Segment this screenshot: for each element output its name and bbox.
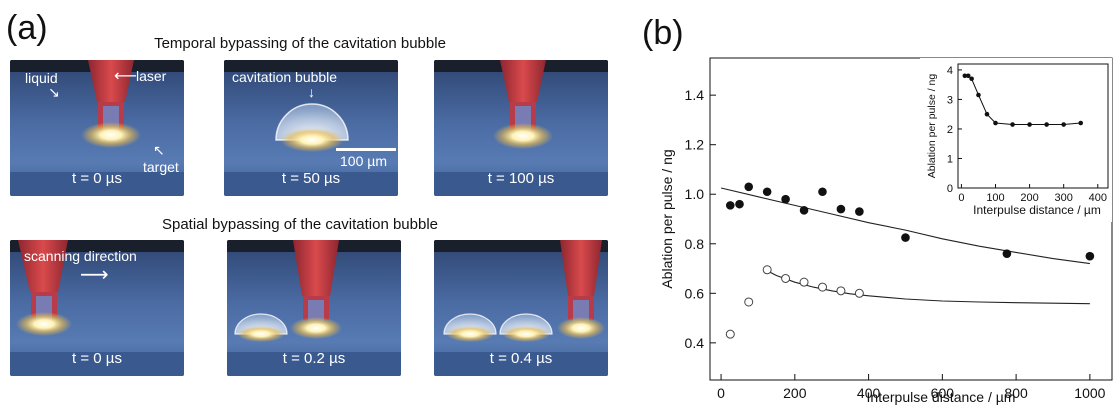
x-tick-label: 400 bbox=[857, 385, 881, 401]
inset-point bbox=[1078, 120, 1084, 126]
fit-curve-1 bbox=[720, 187, 1090, 265]
inset-y-tick-label: 2 bbox=[947, 124, 953, 136]
filled-point bbox=[1002, 249, 1012, 258]
open-point bbox=[762, 265, 772, 275]
temporal-time-0: t = 0 µs bbox=[72, 170, 122, 187]
inset-x-axis-label: Interpulse distance / µm bbox=[973, 203, 1101, 217]
inset-point bbox=[984, 111, 990, 117]
inset-plot-frame bbox=[957, 63, 1109, 189]
open-point bbox=[817, 282, 827, 292]
spatial-time-1: t = 0.2 µs bbox=[282, 350, 346, 367]
laser-label: laser bbox=[136, 68, 167, 84]
filled-point bbox=[735, 199, 744, 209]
inset-point bbox=[962, 73, 968, 79]
filled-point bbox=[855, 207, 864, 216]
inset-point bbox=[1027, 122, 1032, 127]
scanning-direction-label: scanning direction bbox=[24, 248, 137, 264]
filled-point bbox=[744, 182, 754, 192]
inset-y-axis-label: Ablation per pulse / ng bbox=[926, 74, 938, 179]
filled-point bbox=[781, 194, 790, 204]
filled-point bbox=[799, 206, 809, 215]
spatial-frame-t02: t = 0.2 µs bbox=[227, 240, 401, 376]
x-tick-label: 600 bbox=[931, 385, 955, 401]
spatial-title: Spatial bypassing of the cavitation bubb… bbox=[161, 216, 439, 233]
arrow-scan-icon: ⟶ bbox=[80, 264, 109, 286]
filled-point bbox=[818, 187, 827, 197]
x-tick-label: 200 bbox=[783, 385, 807, 401]
main-fit-curves bbox=[720, 187, 1090, 305]
x-tick-label: 1000 bbox=[1074, 385, 1105, 401]
scale-bar-label: 100 µm bbox=[340, 153, 387, 169]
inset-point bbox=[969, 76, 974, 82]
arrow-laser-icon: ⟵ bbox=[114, 68, 137, 85]
x-tick-label: 800 bbox=[1004, 385, 1028, 401]
inset-x-tick-label: 400 bbox=[1089, 192, 1107, 204]
open-point bbox=[781, 273, 791, 283]
inset-y-tick-label: 0 bbox=[947, 183, 953, 195]
inset-point bbox=[1061, 122, 1066, 127]
y-tick-label: 0.4 bbox=[685, 335, 705, 351]
inset-point bbox=[976, 92, 981, 98]
ablation-chart: (b) 0 200 400 600 800 10000.40.60.81.01.21.4 … bbox=[642, 14, 1113, 405]
inset-point bbox=[993, 120, 998, 126]
spatial-frame-t0: scanning direction ⟶ t = 0 µs bbox=[10, 240, 184, 376]
inset-y-tick-label: 4 bbox=[947, 65, 953, 77]
inset-x-tick-label: 100 bbox=[986, 192, 1004, 204]
temporal-frame-t50: cavitation bubble ↓ 100 µm t = 50 µs bbox=[224, 60, 398, 196]
inset-background bbox=[920, 58, 1112, 222]
inset-point bbox=[965, 73, 971, 79]
inset-x-tick-label: 200 bbox=[1020, 192, 1038, 204]
inset-point bbox=[1044, 122, 1049, 127]
y-tick-label: 1.4 bbox=[685, 87, 705, 103]
inset-x-tick-label: 0 bbox=[958, 192, 964, 204]
spatial-time-2: t = 0.4 µs bbox=[489, 350, 553, 367]
filled-point bbox=[836, 204, 846, 214]
panel-a-letter: (a) bbox=[6, 9, 48, 47]
x-tick-label: 0 bbox=[717, 385, 725, 401]
open-point bbox=[836, 286, 846, 296]
liquid-label: liquid bbox=[25, 70, 58, 86]
open-point bbox=[854, 288, 864, 298]
main-data-points bbox=[725, 182, 1095, 339]
inset-y-tick-label: 3 bbox=[947, 94, 953, 106]
arrow-bubble-icon: ↓ bbox=[308, 84, 315, 100]
y-tick-label: 0.8 bbox=[685, 236, 705, 252]
inset-x-tick-label: 300 bbox=[1055, 192, 1073, 204]
fit-curve-2 bbox=[765, 269, 1090, 305]
filled-point bbox=[1085, 251, 1095, 261]
y-tick-label: 0.6 bbox=[685, 285, 705, 301]
temporal-frame-t100: t = 100 µs bbox=[434, 60, 608, 196]
arrow-liquid-icon: ↘ bbox=[48, 84, 60, 100]
inset-y-tick-label: 1 bbox=[947, 153, 953, 165]
temporal-time-1: t = 50 µs bbox=[281, 170, 341, 187]
panel-b-letter: (b) bbox=[642, 14, 684, 52]
temporal-time-2: t = 100 µs bbox=[487, 170, 555, 187]
spatial-frame-t04: t = 0.4 µs bbox=[434, 240, 608, 376]
main-x-axis-label: Interpulse distance / µm bbox=[867, 389, 1016, 405]
temporal-title: Temporal bypassing of the cavitation bub… bbox=[154, 35, 446, 52]
filled-point bbox=[762, 187, 772, 197]
inset-point bbox=[1010, 122, 1015, 127]
target-label: target bbox=[143, 159, 179, 175]
temporal-frame-t0: liquid ↘ ⟵ laser ↖ target t = 0 µs bbox=[10, 60, 184, 196]
y-tick-label: 1.0 bbox=[685, 186, 705, 202]
filled-point bbox=[725, 201, 735, 210]
filled-point bbox=[901, 233, 910, 242]
spatial-time-0: t = 0 µs bbox=[72, 350, 122, 367]
open-point bbox=[799, 277, 809, 287]
open-point bbox=[725, 329, 735, 339]
y-tick-label: 1.2 bbox=[685, 137, 705, 153]
main-y-axis-label: Ablation per pulse / ng bbox=[659, 149, 675, 288]
open-point bbox=[744, 297, 754, 307]
inset-chart: 0 100 200 300 400 0 1 2 3 4 bbox=[920, 58, 1112, 222]
cavitation-bubble-label: cavitation bubble bbox=[232, 69, 338, 85]
arrow-target-icon: ↖ bbox=[153, 142, 165, 158]
